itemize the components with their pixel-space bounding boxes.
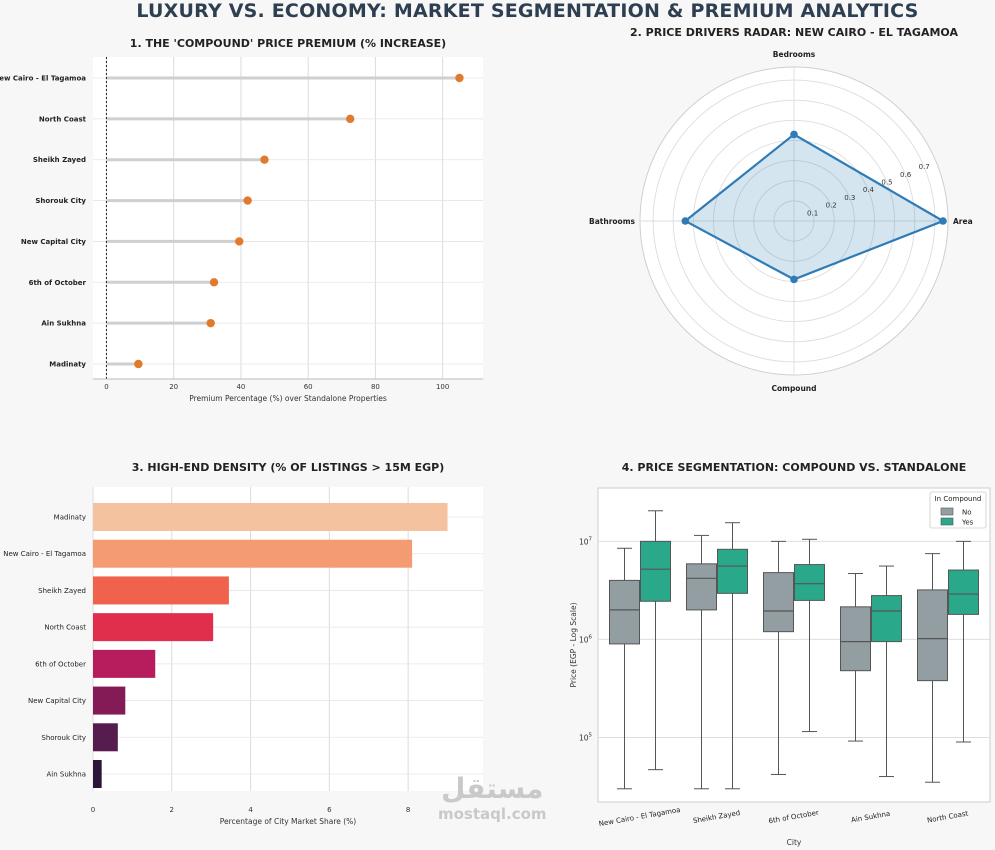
chart3-bar-5: [93, 686, 126, 715]
chart1-category-label-0: New Cairo - El Tagamoa: [0, 75, 86, 83]
chart4-category-label-3: Ain Sukhna: [851, 810, 891, 825]
watermark-arabic: مستقل: [441, 772, 544, 805]
chart1-point-4: [235, 237, 244, 246]
chart4-category-label-4: North Coast: [926, 809, 969, 824]
chart2-rtick-6: 0.7: [919, 163, 930, 171]
chart3-category-label-4: 6th of October: [35, 660, 86, 668]
chart2-axis-label-1: Bedrooms: [773, 50, 816, 59]
chart1-plot-area: [93, 57, 483, 379]
chart1-xtick-5: 100: [436, 383, 449, 391]
chart4-legend-swatch-0: [940, 507, 954, 516]
chart1-xtick-1: 20: [169, 383, 178, 391]
chart1-point-6: [206, 318, 215, 328]
chart4-legend-label-0: No: [962, 509, 972, 517]
chart1-point-0: [455, 73, 464, 83]
chart1-point-5: [209, 278, 219, 287]
chart3-category-label-5: New Capital City: [28, 697, 86, 705]
chart3-bar-2: [93, 576, 229, 605]
chart3-title: 3. HIGH-END DENSITY (% OF LISTINGS > 15M…: [131, 461, 445, 474]
chart4-yes-2-box: [794, 564, 825, 601]
chart4-legend-label-1: Yes: [961, 519, 974, 527]
chart1-point-3: [243, 196, 252, 205]
chart1-xtick-3: 60: [304, 383, 313, 391]
chart2-rtick-2: 0.3: [844, 194, 855, 202]
chart1-category-label-5: 6th of October: [29, 279, 87, 287]
chart4-legend-title: In Compound: [935, 495, 982, 503]
chart4-yes-0-box: [640, 540, 671, 602]
chart2-axis-label-0: Area: [953, 217, 973, 226]
chart1-point-2: [260, 155, 269, 164]
chart4-yes-1-box: [717, 548, 748, 594]
chart3-category-label-1: New Cairo - El Tagamoa: [3, 550, 86, 558]
chart3-bar-4: [93, 649, 156, 678]
chart3-category-label-0: Madinaty: [54, 514, 86, 522]
chart4-ytick-0: 105: [579, 733, 593, 743]
chart1-category-label-3: Shorouk City: [35, 197, 86, 205]
chart4-xlabel: City: [787, 838, 802, 847]
chart3-xtick-0: 0: [91, 806, 95, 814]
chart4-title: 4. PRICE SEGMENTATION: COMPOUND VS. STAN…: [621, 461, 967, 474]
chart3-xtick-2: 4: [248, 806, 253, 814]
chart2-point-3: [790, 275, 798, 284]
chart1-xtick-2: 40: [236, 383, 245, 391]
page-title: LUXURY VS. ECONOMY: MARKET SEGMENTATION …: [136, 0, 919, 22]
chart3-bar-0: [93, 503, 448, 531]
chart2-axis-label-2: Bathrooms: [589, 217, 636, 226]
watermark: مستقل mostaql.com: [438, 772, 547, 823]
chart1-category-label-7: Madinaty: [49, 361, 86, 369]
chart1-point-1: [345, 114, 355, 124]
chart1-point-7: [134, 359, 143, 369]
chart4-no-4-box: [917, 589, 948, 682]
chart2-point-0: [939, 217, 947, 225]
chart1-xtick-0: 0: [104, 383, 108, 391]
chart1-category-label-1: North Coast: [39, 115, 87, 123]
chart3-xtick-3: 6: [327, 806, 332, 814]
chart3-xtick-1: 2: [170, 806, 174, 814]
chart3-bar-7: [93, 760, 102, 788]
chart1-xtick-4: 80: [371, 383, 380, 391]
chart2-axis-label-3: Compound: [771, 384, 816, 393]
chart2-rtick-3: 0.4: [863, 186, 875, 194]
chart3-bar-3: [93, 613, 214, 642]
chart2-rtick-0: 0.1: [807, 209, 818, 217]
chart4-category-label-2: 6th of October: [768, 809, 820, 826]
chart4-no-1-box: [686, 563, 717, 611]
chart4-legend-swatch-1: [940, 517, 954, 526]
chart2-point-1: [790, 130, 798, 139]
chart1-category-label-2: Sheikh Zayed: [33, 156, 86, 164]
chart4-category-label-0: New Cairo - El Tagamoa: [598, 806, 681, 828]
chart2-rtick-4: 0.5: [881, 178, 892, 186]
chart1-title: 1. THE 'COMPOUND' PRICE PREMIUM (% INCRE…: [129, 37, 447, 50]
chart3-category-label-2: Sheikh Zayed: [38, 587, 86, 595]
chart4-yes-3-box: [871, 595, 902, 643]
chart1-category-label-6: Ain Sukhna: [41, 320, 86, 328]
chart4-ylabel: Price (EGP - Log Scale): [569, 602, 578, 687]
chart3-xtick-4: 8: [406, 806, 410, 814]
chart1-category-label-4: New Capital City: [21, 238, 87, 246]
chart1-xlabel: Premium Percentage (%) over Standalone P…: [189, 394, 387, 403]
chart3-bar-1: [93, 539, 413, 568]
chart4-category-label-1: Sheikh Zayed: [692, 809, 740, 825]
chart4-ytick-1: 106: [579, 634, 593, 644]
chart4-yes-4-box: [948, 569, 979, 615]
chart4-ytick-2: 107: [579, 536, 593, 546]
chart3-bar-6: [93, 723, 118, 752]
watermark-url: mostaql.com: [438, 805, 547, 823]
chart3-xlabel: Percentage of City Market Share (%): [220, 817, 357, 826]
chart2-rtick-5: 0.6: [900, 171, 912, 179]
chart2-title: 2. PRICE DRIVERS RADAR: NEW CAIRO - EL T…: [630, 26, 958, 39]
chart3-category-label-3: North Coast: [44, 624, 86, 632]
chart4-no-3-box: [840, 606, 871, 672]
chart4-no-2-box: [763, 572, 794, 633]
chart3-category-label-6: Shorouk City: [41, 734, 86, 742]
chart2-point-2: [681, 217, 690, 225]
chart4-no-0-box: [609, 579, 640, 645]
chart3-category-label-7: Ain Sukhna: [47, 771, 87, 779]
chart2-rtick-1: 0.2: [826, 202, 837, 210]
